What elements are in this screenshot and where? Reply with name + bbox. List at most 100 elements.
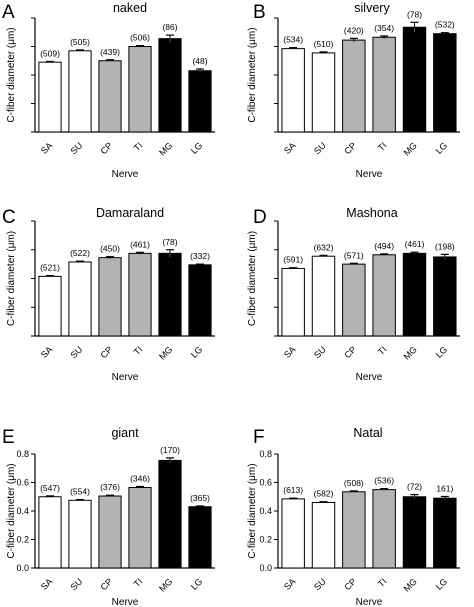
x-tick-label: SU — [68, 576, 84, 592]
bar-sa — [38, 61, 62, 133]
count-label: (591) — [283, 255, 303, 265]
x-axis-title: Nerve — [356, 372, 383, 383]
count-label: (170) — [160, 445, 180, 455]
x-tick-label: LG — [434, 576, 450, 592]
bar-cp — [342, 39, 366, 133]
bar-ti — [372, 36, 396, 133]
count-label: (439) — [100, 47, 120, 57]
x-axis-title: Nerve — [356, 169, 383, 180]
bar-mg — [158, 252, 182, 337]
x-tick-label: TI — [376, 576, 389, 589]
count-label: (613) — [283, 485, 303, 495]
x-tick-label: CP — [98, 576, 114, 592]
count-label: (365) — [190, 493, 210, 503]
x-tick-label: SA — [282, 344, 298, 360]
x-tick-label: LG — [189, 344, 205, 360]
count-label: (78) — [407, 9, 422, 19]
y-tick-label: 0.2 — [16, 535, 29, 545]
panel-title: silvery — [354, 1, 390, 15]
panel-letter: E — [2, 427, 15, 448]
y-axis-title: C-fiber diameter (μm) — [247, 27, 258, 122]
y-tick-label: 0.8 — [16, 449, 29, 459]
x-tick-label: LG — [434, 344, 450, 360]
panel-letter: B — [253, 2, 266, 23]
bar-sa — [281, 498, 305, 569]
count-label: (571) — [344, 250, 364, 260]
y-axis-title: C-fiber diameter (μm) — [247, 231, 258, 326]
count-label: (505) — [70, 37, 90, 47]
bar-lg — [188, 70, 212, 133]
x-tick-label: MG — [402, 344, 419, 361]
count-label: (510) — [314, 39, 334, 49]
count-label: (532) — [435, 20, 455, 30]
panel-f: F Natal 0.0 0.2 0.4 0.6 0.8C-fiber diameter (μ… — [247, 426, 460, 607]
count-label: (420) — [344, 25, 364, 35]
x-axis-title: Nerve — [356, 597, 383, 607]
bar-ti — [128, 46, 152, 133]
count-label: (554) — [70, 487, 90, 497]
x-tick-label: SA — [39, 140, 55, 156]
panel-letter: D — [253, 207, 267, 228]
x-tick-label: CP — [98, 344, 114, 360]
bar-su — [68, 499, 92, 569]
count-label: (461) — [130, 239, 150, 249]
count-label: (78) — [162, 237, 177, 247]
x-tick-label: MG — [402, 140, 419, 157]
x-tick-label: SU — [68, 140, 84, 156]
bar-sa — [281, 267, 305, 337]
panel-letter: C — [2, 207, 16, 228]
count-label: (48) — [192, 56, 207, 66]
count-label: (332) — [190, 251, 210, 261]
x-tick-label: SU — [68, 344, 84, 360]
x-tick-label: MG — [157, 576, 174, 593]
x-tick-label: SA — [39, 344, 55, 360]
y-tick-label: 0.6 — [259, 478, 272, 488]
bar-su — [311, 255, 336, 337]
y-tick-label: 0.0 — [16, 563, 29, 573]
y-axis-title: C-fiber diameter (μm) — [6, 231, 17, 326]
count-label: (354) — [374, 23, 394, 33]
y-tick-label: 0.6 — [16, 478, 29, 488]
x-tick-label: MG — [402, 576, 419, 593]
bar-sa — [281, 48, 305, 133]
y-axis-title: C-fiber diameter (μm) — [6, 463, 17, 558]
count-label: (536) — [374, 476, 394, 486]
bar-cp — [98, 495, 122, 569]
panel-title: Mashona — [346, 206, 397, 220]
panel-title: naked — [113, 1, 147, 15]
bar-cp — [342, 263, 366, 337]
x-axis-title: Nerve — [112, 169, 139, 180]
bar-su — [68, 261, 92, 337]
bar-lg — [433, 256, 457, 337]
count-label: (72) — [407, 482, 422, 492]
bar-su — [311, 501, 336, 569]
x-tick-label: LG — [434, 140, 450, 156]
count-label: (534) — [283, 35, 303, 45]
x-axis-title: Nerve — [112, 372, 139, 383]
bar-mg — [402, 26, 427, 133]
count-label: (509) — [40, 48, 60, 58]
bar-cp — [98, 60, 122, 133]
x-tick-label: CP — [98, 140, 114, 156]
x-tick-label: SA — [282, 576, 298, 592]
x-tick-label: LG — [189, 140, 205, 156]
bar-su — [68, 50, 92, 133]
bar-ti — [372, 489, 396, 569]
x-tick-label: SA — [282, 140, 298, 156]
bar-sa — [38, 275, 62, 337]
x-tick-label: CP — [342, 576, 358, 592]
x-tick-label: SU — [312, 140, 328, 156]
x-tick-label: TI — [132, 344, 145, 357]
count-label: (86) — [162, 22, 177, 32]
panel-d: D Mashona C-fiber diameter (μm) (591) SA (632… — [247, 206, 460, 383]
x-tick-label: SU — [312, 344, 328, 360]
bar-ti — [128, 486, 152, 569]
x-tick-label: MG — [157, 140, 174, 157]
bar-mg — [158, 459, 182, 569]
count-label: (198) — [435, 241, 455, 251]
x-tick-label: TI — [376, 140, 389, 153]
